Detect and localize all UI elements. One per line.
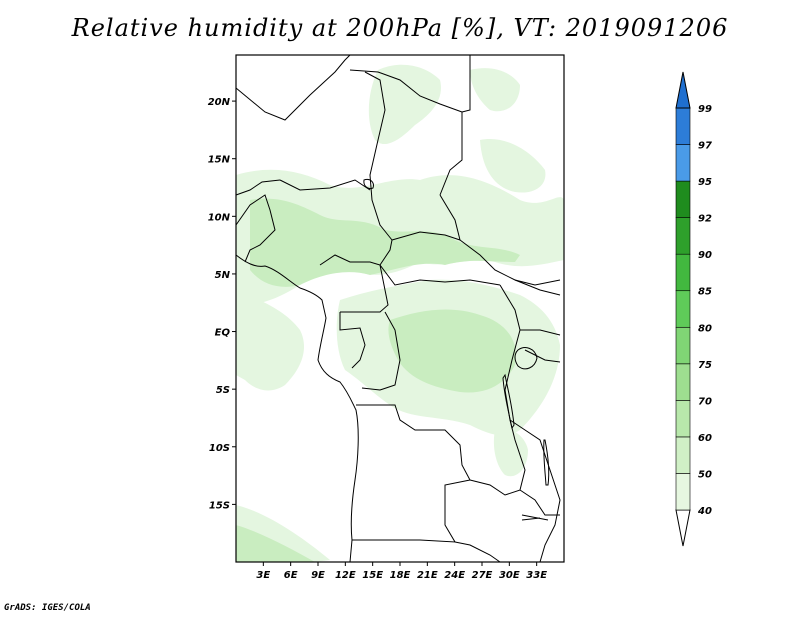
border-gabon-congo — [339, 311, 401, 391]
humidity-region-southeast — [493, 428, 528, 477]
lake-volta — [521, 514, 549, 521]
border-north-1 — [235, 54, 351, 121]
colorbar-segment — [675, 107, 691, 145]
lon-tick-label: 9E — [311, 570, 325, 581]
border-zambia — [469, 479, 560, 516]
humidity-region-congo-core — [388, 309, 516, 393]
colorbar-segment — [675, 253, 691, 292]
lake-malawi — [543, 439, 550, 486]
colorbar-segment — [675, 436, 691, 474]
humidity-region-southwest — [236, 525, 315, 562]
border-west-2 — [235, 179, 281, 196]
colorbar-label: 85 — [698, 287, 712, 298]
border-north-2 — [349, 69, 463, 196]
colorbar-label: 50 — [698, 469, 712, 480]
lon-tick-label: 27E — [472, 570, 493, 581]
map-axes: 20N 15N 10N 5N EQ 5S 10S 15S 3E 6E 9E 12E 15E 18E 21E 2… — [208, 97, 548, 581]
lat-tick-label: 5N — [215, 270, 231, 281]
lon-tick-label: 21E — [417, 570, 438, 581]
colorbar-segment — [675, 473, 691, 511]
border-chad — [364, 71, 393, 241]
border-angola — [352, 404, 471, 543]
humidity-region-southwest-outer — [236, 505, 330, 562]
lat-tick-label: 15S — [209, 500, 230, 511]
colorbar-label: 80 — [698, 323, 712, 334]
colorbar-label: 70 — [698, 396, 712, 407]
lon-tick-label: 30E — [499, 570, 520, 581]
colorbar-segment — [675, 180, 691, 218]
colorbar-label: 97 — [698, 141, 712, 152]
lat-tick-label: 5S — [216, 385, 230, 396]
colorbar-label: 60 — [698, 433, 712, 444]
coastline — [235, 254, 359, 563]
lat-tick-label: 10S — [209, 443, 230, 454]
border-niger-nigeria — [279, 179, 371, 191]
colorbar-lower-extension — [675, 509, 691, 547]
colorbar-label: 99 — [698, 104, 712, 115]
humidity-region-sahel-core — [250, 198, 520, 287]
border-car — [379, 231, 501, 286]
humidity-region-east — [480, 139, 546, 193]
lake-victoria — [514, 347, 538, 370]
lon-tick-label: 24E — [444, 570, 465, 581]
lat-tick-label: 20N — [208, 97, 231, 108]
lake-tanganyika — [502, 373, 515, 430]
border-east-africa — [514, 279, 561, 363]
lon-tick-label: 33E — [526, 570, 547, 581]
colorbar-label: 95 — [698, 177, 712, 188]
humidity-region-northeast — [470, 68, 520, 112]
border-cameroon — [319, 254, 389, 313]
country-borders — [235, 54, 561, 563]
lon-tick-label: 3E — [256, 570, 270, 581]
lake-chad — [363, 179, 374, 189]
border-east-coast — [509, 419, 561, 563]
border-west-1 — [235, 194, 276, 263]
lon-tick-label: 18E — [390, 570, 411, 581]
border-sudan — [439, 194, 561, 286]
colorbar-segment — [675, 363, 691, 401]
map-title: Relative humidity at 200hPa [%], VT: 201… — [71, 14, 729, 42]
colorbar-segment — [675, 326, 691, 365]
border-libya-egypt — [461, 55, 471, 113]
lon-tick-label: 15E — [362, 570, 383, 581]
colorbar-upper-extension — [675, 71, 691, 109]
colorbar-segment — [675, 144, 691, 182]
colorbar-segment — [675, 400, 691, 438]
humidity-shading — [236, 64, 564, 562]
lon-tick-label: 12E — [335, 570, 356, 581]
humidity-region-guinea — [236, 290, 305, 391]
border-drc-east — [499, 284, 526, 491]
colorbar-segment — [675, 217, 691, 255]
colorbar-segment — [675, 290, 691, 328]
border-south — [454, 541, 501, 563]
colorbar-label: 90 — [698, 250, 712, 261]
lat-tick-label: EQ — [215, 328, 231, 339]
colorbar: 40 50 60 70 75 80 85 90 92 95 97 99 — [675, 71, 712, 547]
colorbar-label: 75 — [698, 360, 712, 371]
colorbar-label: 40 — [697, 506, 712, 517]
lat-tick-label: 10N — [208, 212, 231, 223]
lat-tick-label: 15N — [208, 155, 231, 166]
lon-tick-label: 6E — [284, 570, 298, 581]
humidity-region-north — [368, 64, 441, 145]
credit-text: GrADS: IGES/COLA — [4, 603, 91, 613]
colorbar-label: 92 — [698, 214, 712, 225]
